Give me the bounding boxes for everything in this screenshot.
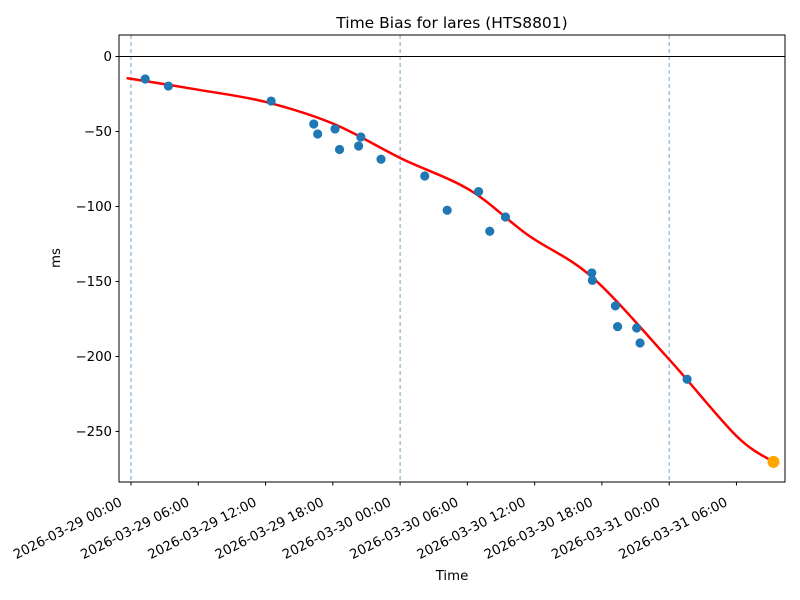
data-point xyxy=(356,132,366,142)
plot-border xyxy=(118,34,786,483)
chart-title: Time Bias for lares (HTS8801) xyxy=(335,14,567,32)
data-point xyxy=(313,129,323,139)
data-point xyxy=(442,205,452,215)
data-point xyxy=(473,187,484,197)
x-tick-label: 2026-03-30 12:00 xyxy=(415,495,529,563)
data-point xyxy=(610,301,620,311)
data-point xyxy=(376,154,386,164)
data-point xyxy=(334,144,345,155)
data-point xyxy=(635,338,645,348)
x-tick-label: 2026-03-31 06:00 xyxy=(617,495,731,563)
y-axis-label: ms xyxy=(49,248,64,268)
data-point xyxy=(266,96,276,106)
data-point xyxy=(309,119,319,129)
data-point xyxy=(613,322,623,332)
data-point xyxy=(587,275,597,286)
data-point xyxy=(500,212,511,222)
data-point xyxy=(682,374,692,384)
data-point xyxy=(632,323,642,333)
y-tick-label: −100 xyxy=(75,200,112,215)
x-tick-label: 2026-03-29 06:00 xyxy=(79,495,193,563)
x-tick-label: 2026-03-29 12:00 xyxy=(146,495,260,563)
fit-curve-line xyxy=(126,76,775,464)
data-point xyxy=(420,171,430,181)
x-axis-label: Time xyxy=(435,569,469,584)
data-point xyxy=(140,74,150,84)
x-tick-label: 2026-03-30 00:00 xyxy=(280,495,394,563)
x-tick-label: 2026-03-31 00:00 xyxy=(549,495,663,563)
x-tick-label: 2026-03-30 06:00 xyxy=(348,495,462,563)
x-tick-label: 2026-03-29 18:00 xyxy=(213,495,327,563)
data-point xyxy=(330,124,340,134)
y-tick-label: −200 xyxy=(75,350,112,365)
y-tick-label: −250 xyxy=(75,425,112,440)
x-tick-label: 2026-03-30 18:00 xyxy=(482,495,596,563)
data-point xyxy=(485,226,495,236)
predicted-point xyxy=(767,455,780,468)
y-tick-label: −150 xyxy=(75,275,112,290)
data-point xyxy=(163,81,173,91)
x-tick-label: 2026-03-29 00:00 xyxy=(11,495,125,563)
y-tick-label: −50 xyxy=(84,125,112,140)
y-tick-label: 0 xyxy=(104,50,112,65)
data-point xyxy=(354,141,364,151)
data-point xyxy=(587,268,597,278)
